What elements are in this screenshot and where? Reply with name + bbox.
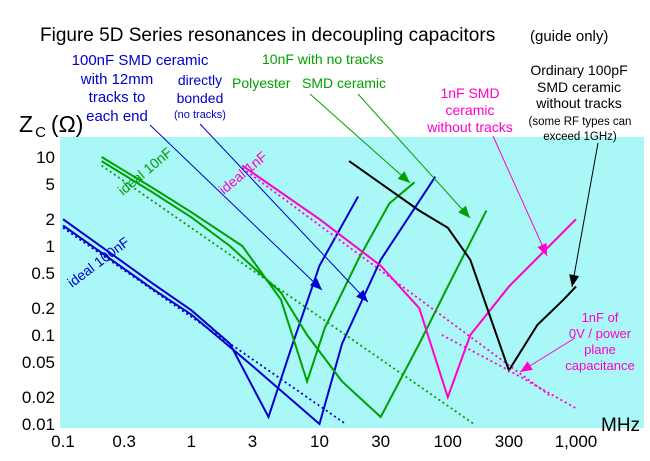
y-tick-label: 0.5 bbox=[31, 264, 55, 283]
leader-10nf-polyester bbox=[309, 93, 411, 184]
annotation-100pf: Ordinary 100pF SMD ceramic without track… bbox=[529, 62, 632, 143]
y-tick-label: 0.1 bbox=[31, 326, 55, 345]
annotation-plane-line4: capacitance bbox=[565, 358, 634, 373]
series-line-8 bbox=[241, 167, 553, 398]
y-tick-label: 0.2 bbox=[31, 299, 55, 318]
series-line-4 bbox=[101, 160, 488, 419]
ticks-layer: 0.1 0.3 1 3 10 30 100 300 1,000105210.50.20.10.0… bbox=[22, 148, 597, 451]
y-tick-label: 5 bbox=[46, 175, 55, 194]
x-axis-label: MHz bbox=[601, 415, 640, 436]
y-tick-label: 0.02 bbox=[22, 388, 55, 407]
annotation-1nf-line1: 1nF SMD bbox=[440, 85, 499, 101]
x-tick-label: 10 bbox=[310, 432, 329, 451]
leader-100pf bbox=[571, 142, 599, 288]
series-line-2 bbox=[62, 176, 437, 426]
annotation-1nf-line3: without tracks bbox=[426, 119, 513, 135]
x-tick-label: 0.1 bbox=[51, 432, 75, 451]
annotation-plane-line1: 1nF of bbox=[582, 310, 619, 325]
annotation-100pf-line2: SMD ceramic bbox=[537, 79, 621, 95]
annotation-100nf-tracks: 100nF SMD ceramic with 12mm tracks to ea… bbox=[72, 52, 209, 125]
series-line-3 bbox=[62, 227, 347, 425]
annotation-1nf-line2: ceramic bbox=[445, 102, 494, 118]
x-tick-label: 1 bbox=[187, 432, 196, 451]
plot-background bbox=[60, 137, 644, 428]
annotation-100nf-line4: each end bbox=[86, 108, 148, 125]
chart-subtitle: (guide only) bbox=[530, 28, 608, 45]
annotation-10nf: 10nF with no tracks Polyester SMD cerami… bbox=[232, 51, 386, 91]
x-tick-label: 1,000 bbox=[555, 432, 598, 451]
x-tick-label: 30 bbox=[371, 432, 390, 451]
series-line-9 bbox=[348, 160, 577, 373]
annotation-10nf-line1: 10nF with no tracks bbox=[262, 51, 383, 67]
y-axis-label-unit: (Ω) bbox=[51, 111, 84, 137]
leader-10nf-smd bbox=[357, 93, 471, 219]
leader-plane-arrowhead bbox=[520, 361, 533, 372]
series-line-1 bbox=[62, 196, 359, 420]
series-layer bbox=[62, 156, 577, 426]
annotation-100pf-sub2: exceed 1GHz) bbox=[543, 131, 617, 143]
annotation-10nf-line2: Polyester SMD ceramic bbox=[232, 75, 386, 91]
annotation-100nf-line2: with 12mm bbox=[80, 71, 154, 88]
annotation-100nf-line1: 100nF SMD ceramic bbox=[72, 52, 209, 69]
annotation-1nf: 1nF SMD ceramic without tracks bbox=[426, 85, 513, 135]
annotation-100pf-line3: without tracks bbox=[535, 95, 622, 111]
annotation-plane-line3: plane bbox=[584, 342, 616, 357]
annotation-100pf-sub1: (some RF types can bbox=[529, 116, 632, 128]
y-tick-label: 0.01 bbox=[22, 415, 55, 434]
y-tick-label: 1 bbox=[46, 237, 55, 256]
series-line-10 bbox=[441, 334, 577, 410]
leader-100pf-arrowhead bbox=[569, 274, 580, 287]
leader-1nf-smd-arrowhead bbox=[537, 243, 547, 256]
annotation-plane-capacitance: 1nF of 0V / power plane capacitance bbox=[565, 310, 634, 373]
leader-100nf-tracks-arrowhead bbox=[309, 278, 322, 290]
y-axis-label-sub: C bbox=[35, 124, 46, 141]
annotation-directly-bonded: directly bonded (no tracks) bbox=[174, 72, 226, 121]
series-line-7 bbox=[241, 164, 577, 401]
annotation-100pf-line1: Ordinary 100pF bbox=[530, 62, 627, 78]
x-tick-label: 0.3 bbox=[112, 432, 136, 451]
leader-directly-bonded bbox=[199, 123, 369, 303]
annotation-bonded-line1: directly bbox=[178, 72, 222, 88]
leader-lines bbox=[149, 93, 599, 373]
x-tick-label: 100 bbox=[434, 432, 462, 451]
annotation-plane-line2: 0V / power bbox=[569, 326, 632, 341]
y-axis-label-main: Z bbox=[19, 111, 33, 137]
annotation-bonded-line2: bonded bbox=[177, 90, 224, 106]
y-axis-label: Z C (Ω) bbox=[19, 111, 83, 141]
y-tick-label: 0.05 bbox=[22, 353, 55, 372]
annotation-100nf-line3: tracks to bbox=[89, 89, 146, 106]
y-tick-label: 10 bbox=[36, 148, 55, 167]
leader-1nf-smd bbox=[492, 135, 548, 257]
leader-10nf-polyester-arrowhead bbox=[397, 171, 410, 183]
leader-100nf-tracks bbox=[149, 124, 323, 291]
series-line-5 bbox=[101, 156, 416, 385]
leader-directly-bonded-arrowhead bbox=[356, 289, 368, 302]
chart-title: Figure 5D Series resonances in decouplin… bbox=[40, 25, 495, 46]
y-tick-label: 2 bbox=[46, 210, 55, 229]
series-line-6 bbox=[101, 164, 475, 425]
x-tick-label: 3 bbox=[248, 432, 257, 451]
leader-10nf-smd-arrowhead bbox=[458, 205, 470, 218]
x-tick-label: 300 bbox=[495, 432, 523, 451]
annotation-bonded-sub: (no tracks) bbox=[174, 109, 226, 121]
